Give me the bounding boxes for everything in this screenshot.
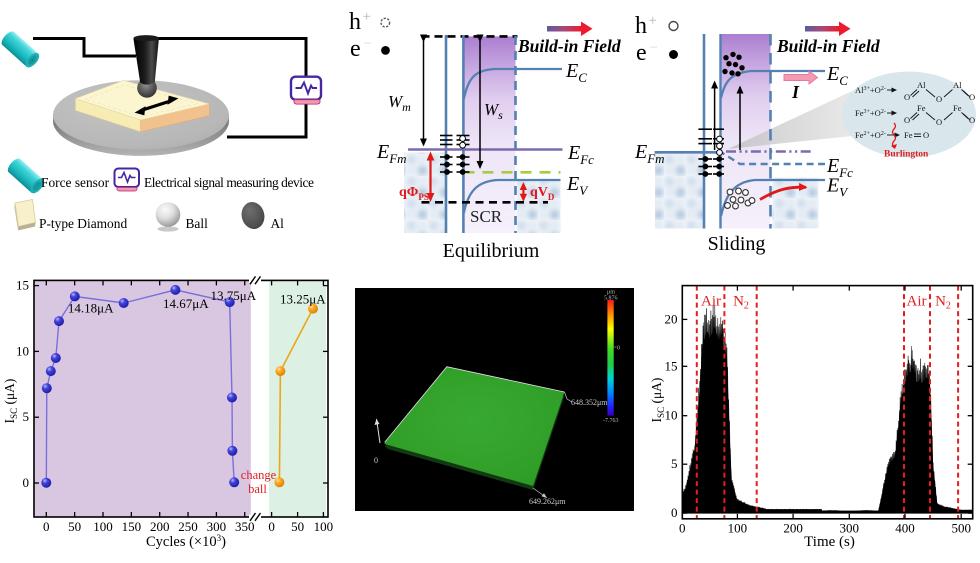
svg-text:50: 50 <box>291 519 304 534</box>
svg-text:EFm: EFm <box>376 141 407 166</box>
svg-text:μm: μm <box>607 290 615 296</box>
svg-text:I: I <box>791 82 800 102</box>
svg-text:13.75μA: 13.75μA <box>210 288 256 303</box>
svg-text:Al: Al <box>953 80 962 90</box>
svg-text:0: 0 <box>43 519 50 534</box>
svg-text:−: − <box>650 40 658 56</box>
svg-text:150: 150 <box>122 519 142 534</box>
svg-text:N2: N2 <box>733 294 749 312</box>
svg-text:649.262μm: 649.262μm <box>529 497 566 506</box>
svg-text:SCR: SCR <box>470 207 503 226</box>
svg-text:O: O <box>936 117 942 127</box>
svg-text:+: + <box>649 13 657 29</box>
svg-text:EFc: EFc <box>567 142 594 167</box>
svg-text:0: 0 <box>268 519 275 534</box>
svg-text:300: 300 <box>840 521 860 536</box>
svg-text:0: 0 <box>374 456 378 465</box>
svg-text:Al3++O2-: Al3++O2- <box>855 85 886 95</box>
svg-text:10: 10 <box>16 343 29 358</box>
svg-text:Force sensor: Force sensor <box>41 175 110 190</box>
svg-text:Fe: Fe <box>917 103 926 113</box>
svg-text:O: O <box>904 92 910 102</box>
svg-text:0: 0 <box>617 346 620 352</box>
svg-text:10: 10 <box>665 408 678 423</box>
svg-text:300: 300 <box>207 519 227 534</box>
svg-text:400: 400 <box>895 521 915 536</box>
svg-text:Al: Al <box>917 80 926 90</box>
svg-text:13.25μA: 13.25μA <box>280 292 326 307</box>
svg-text:5: 5 <box>671 456 678 471</box>
svg-text:15: 15 <box>665 358 678 373</box>
svg-text:5: 5 <box>23 409 30 424</box>
svg-text:500: 500 <box>951 521 971 536</box>
svg-text:EC: EC <box>565 60 587 85</box>
svg-text:O: O <box>969 115 975 125</box>
svg-text:ISC (μA): ISC (μA) <box>650 378 666 423</box>
svg-text:5.876: 5.876 <box>604 296 618 302</box>
svg-text:O: O <box>904 115 910 125</box>
svg-text:EFm: EFm <box>634 141 665 166</box>
svg-text:Electrical signal measuring de: Electrical signal measuring device <box>144 175 314 190</box>
svg-text:Time (s): Time (s) <box>804 534 855 550</box>
svg-text:20: 20 <box>665 311 678 326</box>
svg-text:15: 15 <box>16 278 29 293</box>
svg-text:Fe: Fe <box>904 130 913 140</box>
svg-text:648.352μm: 648.352μm <box>571 398 608 407</box>
svg-text:O: O <box>923 130 929 140</box>
svg-text:Build-in Field: Build-in Field <box>517 36 621 56</box>
svg-text:Air: Air <box>701 294 721 310</box>
svg-text:Sliding: Sliding <box>708 233 766 255</box>
svg-text:Fe: Fe <box>953 103 962 113</box>
svg-text:ISC (μA): ISC (μA) <box>2 379 19 424</box>
svg-text:h: h <box>349 9 361 35</box>
svg-text:O: O <box>969 92 975 102</box>
svg-text:14.67μA: 14.67μA <box>163 296 209 311</box>
svg-text:200: 200 <box>150 519 170 534</box>
svg-text:Burlington: Burlington <box>884 150 929 160</box>
svg-text:change: change <box>241 468 277 482</box>
svg-text:100: 100 <box>93 519 113 534</box>
svg-text:Al: Al <box>271 216 285 231</box>
svg-text:−: − <box>364 36 372 52</box>
svg-text:Cycles (×103): Cycles (×103) <box>146 533 226 550</box>
svg-text:-7.763: -7.763 <box>603 418 619 424</box>
svg-text:h: h <box>635 13 647 39</box>
svg-text:Fe2++O2-: Fe2++O2- <box>855 130 886 140</box>
svg-text:e: e <box>636 40 647 66</box>
svg-text:0: 0 <box>679 521 686 536</box>
svg-text:Build-in Field: Build-in Field <box>776 36 880 56</box>
svg-text:EV: EV <box>566 173 589 198</box>
svg-text:14.18μA: 14.18μA <box>68 301 114 316</box>
svg-text:N2: N2 <box>935 294 951 312</box>
svg-text:250: 250 <box>178 519 198 534</box>
svg-text:350: 350 <box>235 519 255 534</box>
svg-text:Ball: Ball <box>186 216 209 231</box>
svg-text:100: 100 <box>314 519 334 534</box>
svg-text:0: 0 <box>671 505 678 520</box>
svg-text:EC: EC <box>826 63 848 88</box>
svg-text:Air: Air <box>907 294 927 310</box>
svg-text:Wm: Wm <box>388 92 411 114</box>
svg-text:+: + <box>363 9 371 25</box>
svg-text:200: 200 <box>783 521 803 536</box>
svg-text:Fe3++O2-: Fe3++O2- <box>855 108 886 118</box>
svg-text:P-type Diamond: P-type Diamond <box>39 216 127 231</box>
svg-text:100: 100 <box>728 521 748 536</box>
svg-text:Equilibrium: Equilibrium <box>443 240 540 262</box>
svg-text:e: e <box>350 36 361 62</box>
svg-text:0: 0 <box>23 475 30 490</box>
svg-text:ball: ball <box>248 482 267 496</box>
svg-text:50: 50 <box>68 519 81 534</box>
svg-text:O: O <box>936 94 942 104</box>
